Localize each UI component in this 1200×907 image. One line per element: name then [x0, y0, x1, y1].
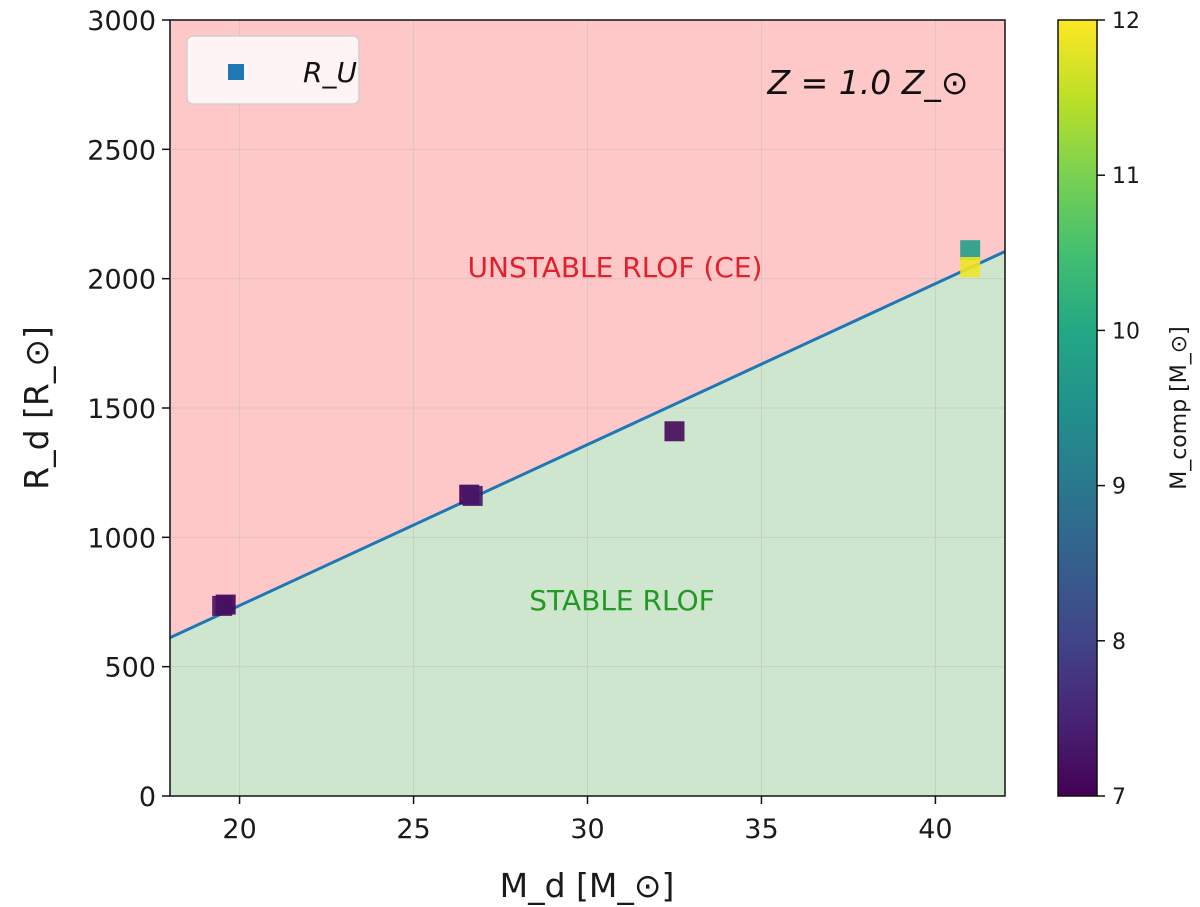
unstable-region-label: UNSTABLE RLOF (CE): [468, 251, 763, 284]
colorbar-tick-label: 7: [1112, 785, 1126, 810]
colorbar: 7 8 9 10 11 12 M_comp [M_⊙]: [1057, 9, 1192, 810]
y-tick-label: 1000: [87, 523, 156, 554]
colorbar-gradient: [1057, 19, 1098, 797]
colorbar-tick-label: 12: [1112, 9, 1140, 34]
stable-region-label: STABLE RLOF: [529, 584, 714, 617]
y-tick-label: 3000: [87, 6, 156, 37]
legend-marker: [228, 64, 244, 80]
plot-area: [170, 20, 1005, 797]
x-tick-label: 40: [918, 814, 952, 845]
x-tick-label: 25: [396, 814, 430, 845]
legend-label: R_U: [303, 56, 357, 89]
metallicity-annotation: Z = 1.0 Z_⊙: [767, 63, 969, 102]
y-tick-label: 0: [139, 782, 156, 813]
y-axis-label: R_d [R_⊙]: [17, 326, 56, 490]
unstable-region: [170, 20, 1005, 638]
colorbar-tick-label: 9: [1112, 475, 1126, 500]
y-tick-label: 2000: [87, 265, 156, 296]
axis-ticks: 20 25 30 35 40 0 500 1000 1500 2000 2500 3000: [87, 6, 952, 845]
y-tick-label: 1500: [87, 394, 156, 425]
data-point: [664, 421, 685, 442]
y-tick-label: 2500: [87, 135, 156, 166]
data-point: [462, 485, 483, 506]
x-tick-label: 30: [570, 814, 604, 845]
colorbar-tick-label: 10: [1112, 319, 1140, 344]
legend-box: [186, 35, 360, 105]
colorbar-label: M_comp [M_⊙]: [1167, 326, 1192, 490]
x-axis-label: M_d [M_⊙]: [500, 866, 675, 905]
x-tick-label: 20: [222, 814, 256, 845]
marks: [170, 240, 1005, 640]
colorbar-ticks: 7 8 9 10 11 12: [1097, 9, 1140, 810]
data-point: [960, 257, 981, 278]
colorbar-tick-label: 8: [1112, 630, 1126, 655]
x-tick-label: 35: [744, 814, 778, 845]
y-tick-label: 500: [104, 653, 156, 684]
stable-region: [170, 251, 1005, 797]
colorbar-tick-label: 11: [1112, 164, 1140, 189]
data-point: [212, 595, 233, 616]
ru-line: [170, 250, 1005, 640]
legend: R_U: [186, 35, 360, 105]
data-point: [960, 240, 981, 261]
